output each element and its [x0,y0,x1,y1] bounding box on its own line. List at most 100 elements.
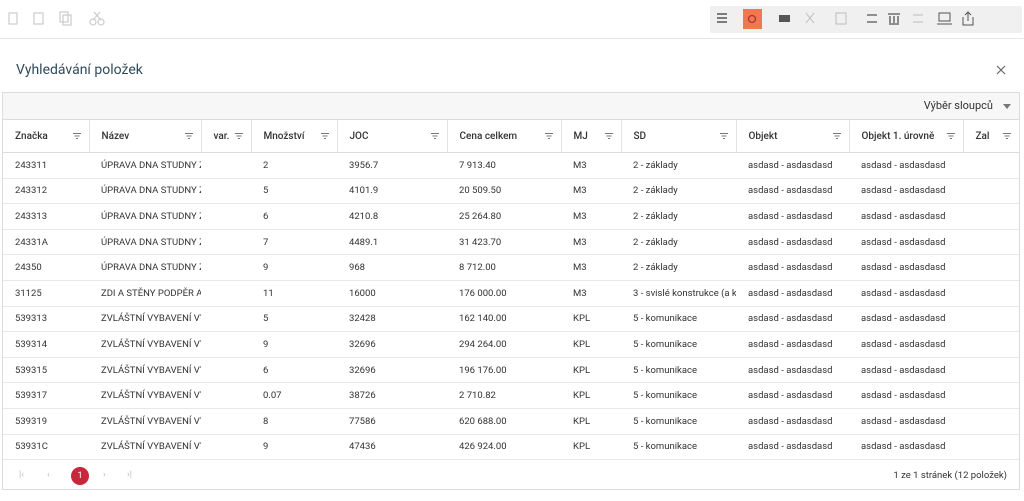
filter-icon[interactable] [430,133,439,139]
toolbar [0,0,1024,39]
table-cell: 539315 [3,357,89,384]
table-cell: asdasd - asdasdasd [849,306,963,333]
table-row[interactable]: 24350 ÚPRAVA DNA STUDNY Z 9 968 8 712.00 M3 2 … [3,254,1019,281]
table-cell [963,434,1019,461]
table-row[interactable]: 243311 ÚPRAVA DNA STUDNY Z 2 3956.7 7 913.40… [3,152,1019,179]
column-header[interactable]: Objekt [736,120,850,153]
table-cell: M3 [561,254,621,281]
last-page[interactable]: ›| [127,470,132,480]
table-cell: asdasd - asdasdasd [736,229,849,256]
table-cell: ZVLÁŠTNÍ VYBAVENÍ VÝ [89,382,201,409]
table-cell: 38726 [337,382,447,409]
table-cell: asdasd - asdasdasd [736,152,849,179]
table-cell [963,152,1019,179]
table-cell: asdasd - asdasdasd [849,382,963,409]
filter-icon[interactable] [604,133,613,139]
filter-icon[interactable] [1002,133,1011,139]
column-title: MJ [573,130,588,142]
filter-icon[interactable] [544,133,553,139]
table-row[interactable]: 31125 ZDI A STĚNY PODPĚR A 11 16000 176 000.… [3,280,1019,307]
table-cell: asdasd - asdasdasd [736,306,849,333]
table-cell: 5 [251,306,337,333]
table-row[interactable]: 539319 ZVLÁŠTNÍ VYBAVENÍ VÝ 8 77586 620 688.… [3,408,1019,435]
table-row[interactable]: 24331A ÚPRAVA DNA STUDNY Z 7 4489.1 31 423.7… [3,229,1019,256]
table-cell [963,178,1019,205]
table-cell: ÚPRAVA DNA STUDNY Z [89,229,201,256]
column-header[interactable]: JOC [337,120,448,153]
table-cell: KPL [561,434,621,461]
table-cell: 5 - komunikace [621,331,736,358]
column-header[interactable]: SD [621,120,737,153]
filter-icon[interactable] [234,133,243,139]
table-cell [963,203,1019,230]
table-cell [963,306,1019,333]
close-button[interactable] [995,64,1007,76]
table-cell: asdasd - asdasdasd [736,357,849,384]
data-table: Značka Název var. Množství JOC Cena celkem MJ S… [3,120,1020,461]
table-cell: 4489.1 [337,229,447,256]
table-cell: 31 423.70 [447,229,561,256]
column-picker-label: Výběr sloupců [923,99,993,112]
table-cell: M3 [561,203,621,230]
table-row[interactable]: 539313 ZVLÁŠTNÍ VYBAVENÍ VÝ 5 32428 162 140.… [3,306,1019,333]
table-cell: ZDI A STĚNY PODPĚR A [89,280,201,307]
table-cell: 9 [251,434,337,461]
column-header[interactable]: Množství [251,120,338,153]
table-cell: 4210.8 [337,203,447,230]
dialog-title: Vyhledávání položek [16,62,143,78]
table-cell: KPL [561,306,621,333]
prev-page[interactable]: ‹ [47,470,50,480]
table-row[interactable]: 53931C ZVLÁŠTNÍ VYBAVENÍ VÝ 9 47436 426 924.… [3,434,1019,461]
table-cell [963,280,1019,307]
dropdown-arrow [1003,104,1011,109]
pager: |‹ ‹ 1 › ›| 1 ze 1 stránek (12 položek) [3,459,1019,489]
table-cell: asdasd - asdasdasd [736,331,849,358]
table-cell [201,178,251,205]
table-cell: 77586 [337,408,447,435]
table-cell: asdasd - asdasdasd [849,203,963,230]
table-cell: 47436 [337,434,447,461]
table-row[interactable]: 243312 ÚPRAVA DNA STUDNY Z 5 4101.9 20 509.5… [3,178,1019,205]
table-cell: 32696 [337,331,447,358]
table-cell: 2 - základy [621,254,736,281]
table-cell: asdasd - asdasdasd [849,152,963,179]
filter-icon[interactable] [719,133,728,139]
column-header[interactable]: Název [89,120,202,153]
next-page[interactable]: › [103,470,106,480]
table-cell: 243313 [3,203,89,230]
filter-icon[interactable] [320,133,329,139]
column-header[interactable]: Cena celkem [447,120,562,153]
column-header[interactable]: var. [201,120,252,153]
table-cell: 5 - komunikace [621,382,736,409]
table-cell: 2 [251,152,337,179]
pager-summary: 1 ze 1 stránek (12 položek) [893,470,1007,481]
table-cell: 3956.7 [337,152,447,179]
table-cell: 6 [251,357,337,384]
table-cell: 7 913.40 [447,152,561,179]
table-cell: 9 [251,331,337,358]
table-cell [201,306,251,333]
table-row[interactable]: 243313 ÚPRAVA DNA STUDNY Z 6 4210.8 25 264.8… [3,203,1019,230]
table-row[interactable]: 539315 ZVLÁŠTNÍ VYBAVENÍ VÝ 6 32696 196 176.… [3,357,1019,384]
table-cell: KPL [561,357,621,384]
column-header[interactable]: Značka [3,120,90,153]
column-header[interactable]: Objekt 1. úrovně [849,120,964,153]
filter-icon[interactable] [832,133,841,139]
first-page[interactable]: |‹ [19,470,24,480]
table-row[interactable]: 539317 ZVLÁŠTNÍ VYBAVENÍ VÝ 0.07 38726 2 710… [3,382,1019,409]
table-cell: ÚPRAVA DNA STUDNY Z [89,203,201,230]
filter-icon[interactable] [184,133,193,139]
table-row[interactable]: 539314 ZVLÁŠTNÍ VYBAVENÍ VÝ 9 32696 294 264.… [3,331,1019,358]
table-cell: 24350 [3,254,89,281]
filter-icon[interactable] [946,133,955,139]
filter-icon[interactable] [72,133,81,139]
column-header[interactable]: MJ [561,120,622,153]
column-header[interactable]: Zal [963,120,1020,153]
column-picker[interactable]: Výběr sloupců [3,93,1019,120]
table-cell: 2 - základy [621,203,736,230]
page-button[interactable]: 1 [71,467,89,485]
column-title: Název [101,130,130,142]
table-cell: ZVLÁŠTNÍ VYBAVENÍ VÝ [89,408,201,435]
table-cell: 2 - základy [621,178,736,205]
